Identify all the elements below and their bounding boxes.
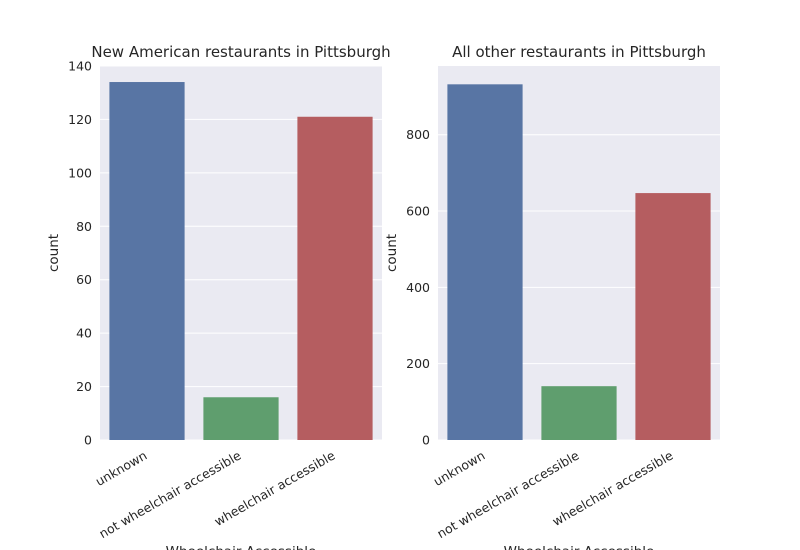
y-tick-label: 800 <box>406 127 430 142</box>
bar-not-wheelchair-accessible <box>203 397 279 440</box>
y-tick-label: 0 <box>84 433 92 448</box>
y-axis-label: count <box>384 234 400 272</box>
y-tick-label: 100 <box>68 165 92 180</box>
y-tick-label: 140 <box>68 59 92 74</box>
y-tick-label: 40 <box>76 326 92 341</box>
chart-title: All other restaurants in Pittsburgh <box>452 43 706 61</box>
bar-wheelchair-accessible <box>635 193 711 440</box>
y-tick-label: 60 <box>76 272 92 287</box>
y-tick-label: 600 <box>406 204 430 219</box>
y-tick-label: 80 <box>76 219 92 234</box>
bar-unknown <box>109 82 185 441</box>
chart-title: New American restaurants in Pittsburgh <box>91 43 390 61</box>
y-tick-label: 120 <box>68 112 92 127</box>
bar-wheelchair-accessible <box>297 116 373 440</box>
x-axis-label: Wheelchair Accessible <box>166 544 317 550</box>
x-tick-label-unknown: unknown <box>431 448 488 489</box>
y-tick-label: 20 <box>76 379 92 394</box>
x-tick-label-unknown: unknown <box>93 448 150 489</box>
y-axis-label: count <box>46 234 62 272</box>
x-axis-label: Wheelchair Accessible <box>504 544 655 550</box>
y-tick-label: 400 <box>406 280 430 295</box>
bar-unknown <box>447 84 523 441</box>
bar-not-wheelchair-accessible <box>541 386 617 440</box>
y-tick-label: 0 <box>422 433 430 448</box>
y-tick-label: 200 <box>406 356 430 371</box>
